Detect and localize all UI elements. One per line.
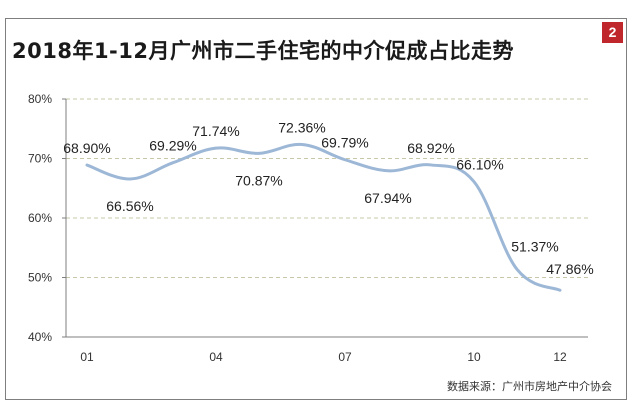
- data-label: 68.92%: [407, 140, 454, 156]
- x-tick-label: 04: [209, 350, 223, 364]
- data-label: 69.79%: [321, 135, 368, 151]
- data-label: 67.94%: [364, 190, 411, 206]
- y-tick-label: 80%: [28, 92, 52, 106]
- y-tick-label: 60%: [28, 211, 52, 225]
- x-tick-label: 12: [553, 350, 567, 364]
- x-tick-label: 07: [338, 350, 352, 364]
- x-tick-label: 01: [80, 350, 94, 364]
- data-label: 68.90%: [63, 140, 110, 156]
- data-label: 66.56%: [106, 198, 153, 214]
- source-note: 数据来源：广州市房地产中介协会: [447, 380, 612, 393]
- series-line: [85, 142, 562, 292]
- y-tick-label: 50%: [28, 271, 52, 285]
- data-labels: 68.90% 66.56% 69.29%71.74% 70.87% 72.36%69.7…: [63, 119, 593, 277]
- grid-lines: [62, 98, 588, 338]
- data-label: 66.10%: [456, 157, 503, 173]
- chart-title: 2018年1-12月广州市二手住宅的中介促成占比走势: [12, 39, 514, 63]
- y-tick-label: 70%: [28, 152, 52, 166]
- data-label: 72.36%: [278, 119, 325, 135]
- y-tick-label: 40%: [28, 330, 52, 344]
- data-label: 47.86%: [546, 261, 593, 277]
- data-label: 69.29%: [149, 138, 196, 154]
- chart-frame: [5, 18, 627, 400]
- data-label: 51.37%: [511, 238, 558, 254]
- x-axis-ticks: 01 04 07 10 12: [80, 350, 567, 364]
- x-tick-label: 10: [467, 350, 481, 364]
- data-label: 70.87%: [235, 172, 282, 188]
- page-number-badge: 2: [602, 22, 623, 43]
- data-label: 71.74%: [192, 123, 239, 139]
- y-axis-ticks: 40% 50% 60% 70% 80%: [28, 92, 52, 344]
